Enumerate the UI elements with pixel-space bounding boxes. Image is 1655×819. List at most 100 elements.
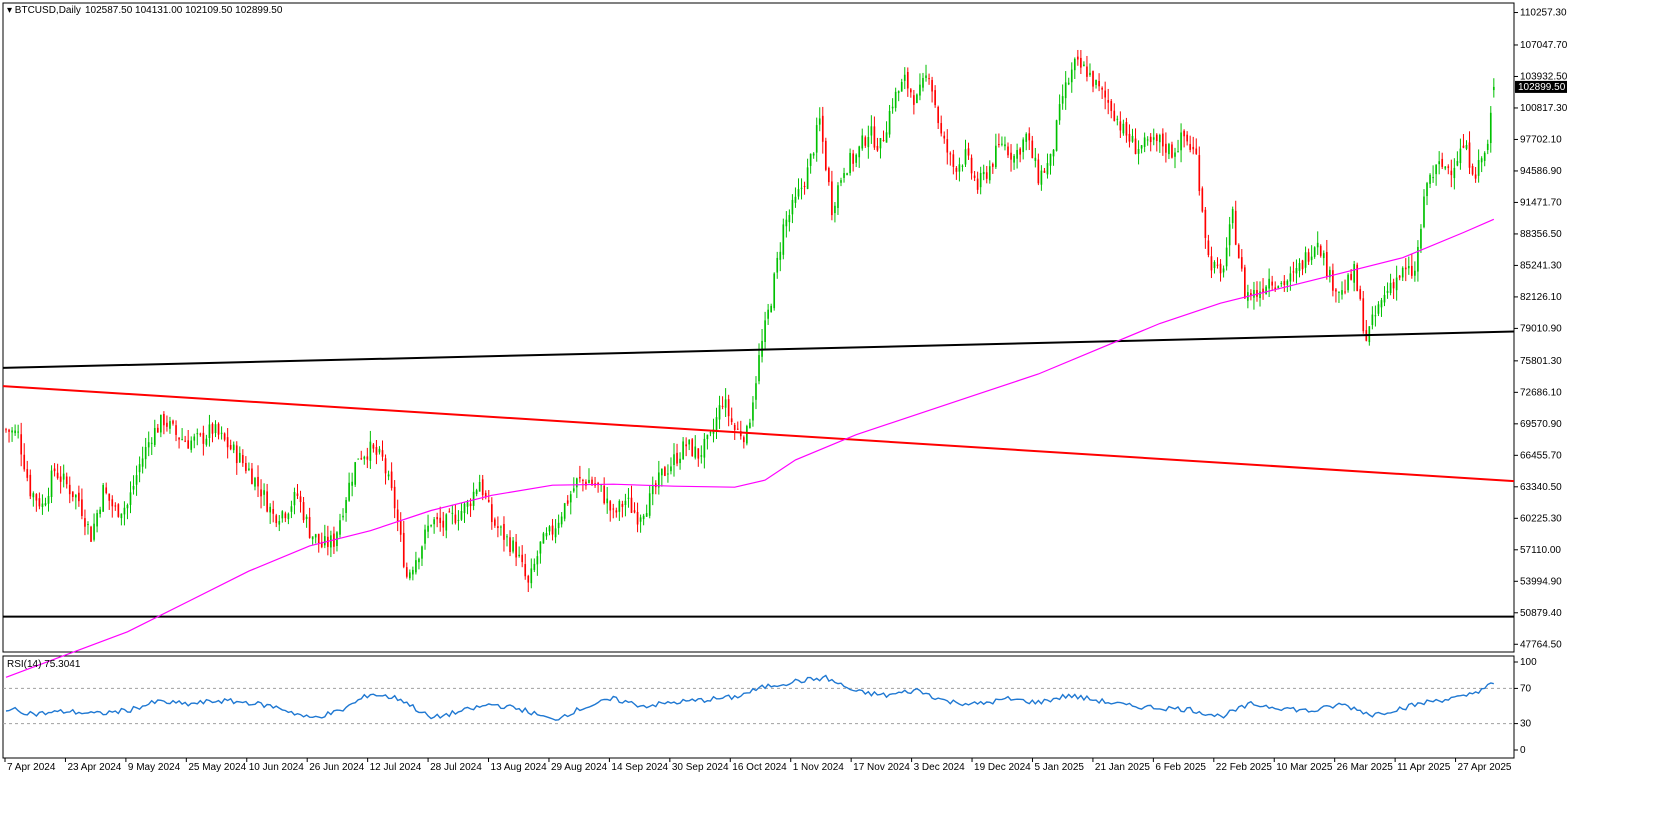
candle-body — [123, 507, 126, 515]
candle-body — [1404, 267, 1407, 270]
candle-body — [1468, 142, 1471, 168]
x-tick-label: 10 Jun 2024 — [249, 762, 304, 773]
x-tick-label: 13 Aug 2024 — [491, 762, 548, 773]
candle-body — [481, 479, 484, 496]
candle-body — [551, 525, 554, 535]
candle-body — [320, 541, 323, 548]
candle-body — [287, 513, 290, 520]
candle-body — [1010, 152, 1012, 160]
candle-body — [1207, 240, 1210, 256]
candle-body — [900, 82, 903, 92]
candle-body — [612, 508, 615, 510]
candle-body — [1417, 246, 1419, 272]
candle-body — [818, 118, 821, 125]
candle-body — [1186, 134, 1188, 142]
candle-body — [1477, 160, 1480, 176]
candle-body — [472, 491, 475, 506]
candle-body — [35, 494, 38, 501]
x-tick-label: 1 Nov 2024 — [793, 762, 845, 773]
candle-body — [785, 219, 788, 227]
candle-body — [758, 355, 760, 382]
candle-body — [1289, 273, 1292, 282]
candle-body — [436, 517, 438, 520]
x-tick-label: 27 Apr 2025 — [1458, 762, 1512, 773]
x-tick-label: 5 Jan 2025 — [1034, 762, 1084, 773]
x-tick-label: 25 May 2024 — [188, 762, 246, 773]
candle-body — [396, 509, 399, 522]
candle-body — [409, 572, 411, 579]
candle-body — [141, 458, 144, 467]
candle-body — [1116, 118, 1119, 120]
candle-body — [831, 181, 833, 216]
candle-body — [1171, 144, 1173, 158]
candle-body — [673, 454, 675, 465]
candle-body — [1146, 139, 1149, 141]
candle-body — [891, 106, 894, 109]
candle-body — [311, 536, 314, 540]
candle-body — [430, 525, 432, 527]
candle-body — [897, 91, 900, 94]
candle-body — [1107, 99, 1110, 103]
candle-body — [1149, 136, 1152, 143]
candle-body — [991, 163, 994, 167]
candle-body — [685, 444, 687, 447]
candle-body — [867, 137, 870, 148]
candle-body — [59, 476, 62, 482]
candle-body — [521, 554, 524, 563]
candle-body — [767, 309, 769, 319]
x-tick-label: 26 Mar 2025 — [1337, 762, 1394, 773]
last-price-label: 102899.50 — [1518, 82, 1566, 93]
candle-body — [1244, 267, 1246, 299]
y-tick-label: 100817.30 — [1520, 103, 1568, 114]
candle-body — [181, 438, 183, 440]
rsi-y-tick-label: 0 — [1520, 745, 1526, 756]
candle-body — [281, 511, 284, 519]
candle-body — [1429, 174, 1431, 184]
candle-body — [512, 540, 514, 552]
candle-body — [779, 251, 782, 260]
candle-body — [1077, 56, 1079, 60]
x-tick-label: 12 Jul 2024 — [370, 762, 422, 773]
candle-body — [393, 486, 396, 509]
candle-body — [81, 499, 83, 517]
candle-body — [360, 458, 363, 460]
y-tick-label: 72686.10 — [1520, 387, 1562, 398]
candle-body — [1401, 267, 1404, 278]
candle-body — [1447, 166, 1450, 168]
candle-body — [1158, 134, 1161, 143]
candle-body — [68, 484, 71, 495]
candle-body — [302, 502, 305, 521]
candle-body — [688, 439, 691, 445]
candle-body — [755, 383, 757, 400]
candle-body — [1016, 150, 1018, 159]
candle-body — [885, 132, 888, 143]
candle-body — [709, 432, 712, 434]
candle-body — [1344, 291, 1346, 293]
trendline-black-line — [2, 330, 1515, 369]
candle-body — [1307, 252, 1310, 262]
candle-body — [384, 458, 387, 474]
candle-body — [84, 518, 86, 527]
candle-body — [330, 535, 332, 548]
ohlc-values: 102587.50 104131.00 102109.50 102899.50 — [85, 5, 283, 16]
candle-body — [117, 504, 120, 517]
candle-body — [242, 455, 244, 464]
candle-body — [1483, 152, 1486, 161]
candle-body — [5, 429, 7, 431]
candle-body — [147, 442, 150, 448]
candle-body — [238, 452, 241, 463]
candle-body — [129, 492, 132, 505]
candle-body — [1316, 242, 1319, 248]
candle-body — [1019, 148, 1021, 155]
candle-body — [846, 173, 848, 175]
candle-body — [23, 454, 26, 470]
candle-body — [1225, 247, 1228, 267]
candle-body — [163, 413, 165, 426]
candle-body — [746, 426, 748, 444]
candle-body — [1283, 281, 1286, 286]
y-tick-label: 63340.50 — [1520, 482, 1562, 493]
candle-body — [487, 500, 490, 502]
y-tick-label: 75801.30 — [1520, 356, 1562, 367]
candle-body — [1101, 87, 1103, 90]
candle-body — [208, 424, 211, 439]
